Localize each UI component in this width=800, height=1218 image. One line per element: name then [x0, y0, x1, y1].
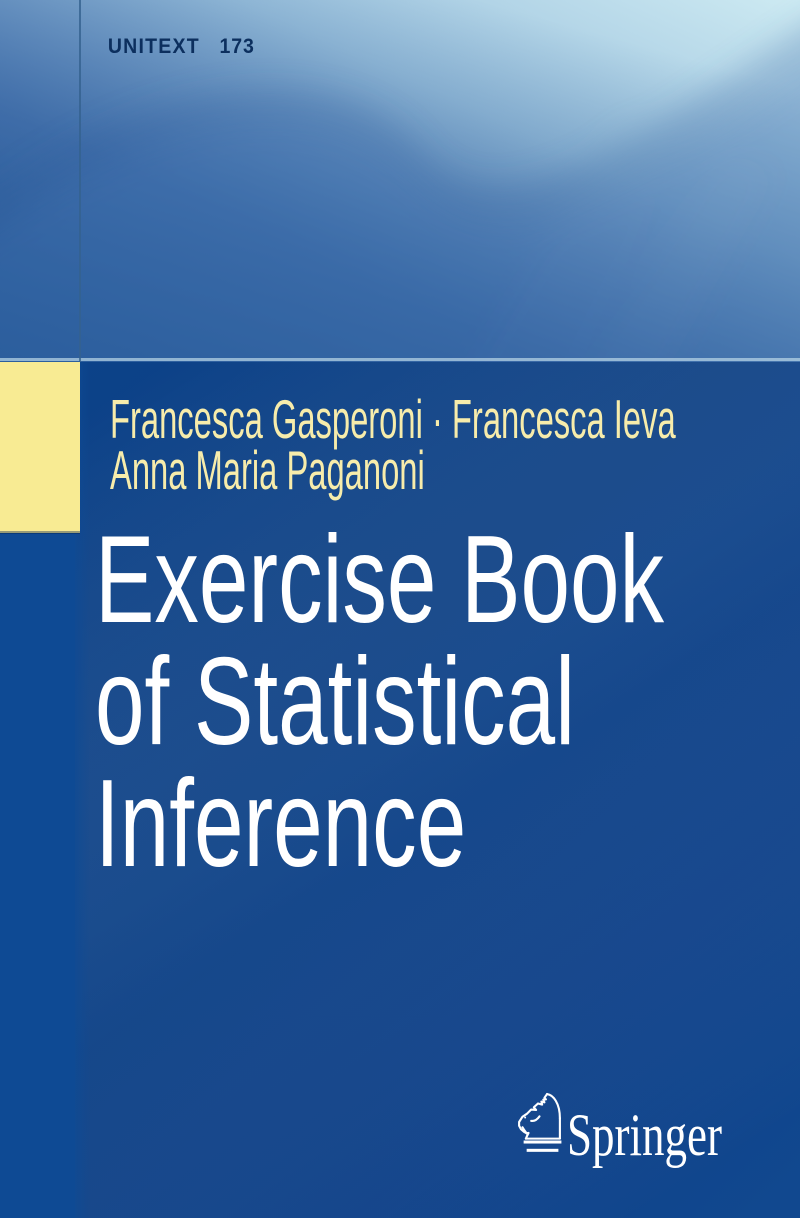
- svg-text:UNITEXT: UNITEXT: [108, 35, 200, 58]
- svg-text:173: 173: [219, 35, 254, 58]
